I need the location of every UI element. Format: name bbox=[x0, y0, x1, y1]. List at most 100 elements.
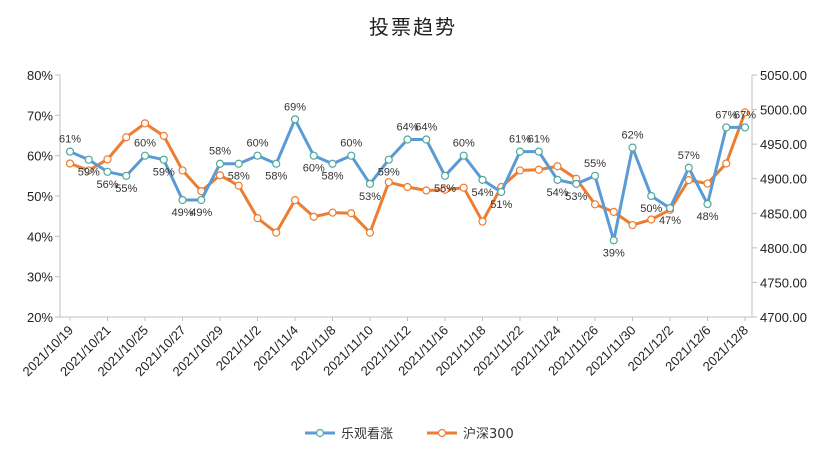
data-label: 58% bbox=[265, 171, 287, 183]
data-point-csi300[interactable] bbox=[122, 133, 131, 142]
data-label: 55% bbox=[115, 183, 137, 195]
data-point-optimistic[interactable] bbox=[140, 151, 150, 160]
data-point-csi300[interactable] bbox=[309, 212, 318, 221]
data-point-csi300[interactable] bbox=[703, 179, 712, 188]
right-axis-tick-label: 4800.00 bbox=[760, 241, 807, 256]
data-point-optimistic[interactable] bbox=[103, 167, 112, 176]
legend: 乐观看涨 沪深300 bbox=[305, 426, 514, 442]
data-point-csi300[interactable] bbox=[290, 196, 300, 205]
data-point-optimistic[interactable] bbox=[647, 191, 656, 201]
data-point-csi300[interactable] bbox=[215, 171, 225, 180]
data-label: 60% bbox=[134, 138, 156, 150]
data-point-csi300[interactable] bbox=[515, 166, 525, 175]
data-point-csi300[interactable] bbox=[253, 214, 262, 223]
data-point-optimistic[interactable] bbox=[178, 195, 187, 205]
data-point-csi300[interactable] bbox=[159, 131, 168, 140]
data-point-optimistic[interactable] bbox=[234, 159, 243, 168]
left-axis-tick-label: 80% bbox=[27, 68, 53, 83]
data-point-optimistic[interactable] bbox=[459, 151, 468, 160]
data-point-optimistic[interactable] bbox=[478, 175, 487, 184]
data-point-csi300[interactable] bbox=[65, 159, 75, 168]
left-axis-tick-label: 30% bbox=[27, 270, 53, 285]
data-point-optimistic[interactable] bbox=[684, 163, 693, 172]
data-point-csi300[interactable] bbox=[422, 186, 431, 195]
data-point-optimistic[interactable] bbox=[609, 236, 618, 245]
legend-marker-optimistic bbox=[315, 428, 325, 438]
data-point-optimistic[interactable] bbox=[440, 171, 450, 180]
data-point-csi300[interactable] bbox=[459, 183, 468, 192]
data-point-optimistic[interactable] bbox=[159, 155, 168, 164]
data-label: 59% bbox=[78, 167, 100, 179]
data-point-csi300[interactable] bbox=[478, 217, 487, 226]
data-point-csi300[interactable] bbox=[609, 207, 618, 217]
data-label: 53% bbox=[565, 191, 587, 203]
data-point-optimistic[interactable] bbox=[515, 147, 525, 156]
data-point-csi300[interactable] bbox=[365, 228, 375, 237]
data-label: 53% bbox=[359, 191, 381, 203]
left-axis-tick-label: 70% bbox=[27, 108, 53, 123]
data-point-csi300[interactable] bbox=[722, 159, 731, 168]
data-point-optimistic[interactable] bbox=[553, 175, 562, 184]
legend-label-csi300: 沪深300 bbox=[463, 426, 514, 442]
data-point-optimistic[interactable] bbox=[309, 151, 318, 160]
data-label: 64% bbox=[396, 122, 418, 134]
legend-label-optimistic: 乐观看涨 bbox=[341, 426, 393, 442]
data-point-csi300[interactable] bbox=[534, 165, 543, 174]
data-label: 60% bbox=[246, 138, 268, 150]
data-point-optimistic[interactable] bbox=[365, 179, 375, 188]
axes: 20% 30% 40% 50% 60% 70% 80% 4700.00 4750.00 4800.… bbox=[19, 68, 807, 379]
data-point-optimistic[interactable] bbox=[122, 171, 131, 180]
data-point-csi300[interactable] bbox=[328, 208, 337, 217]
data-point-csi300[interactable] bbox=[103, 155, 112, 164]
data-point-optimistic[interactable] bbox=[403, 135, 412, 144]
data-point-optimistic[interactable] bbox=[347, 151, 356, 160]
data-point-csi300[interactable] bbox=[740, 108, 750, 117]
data-point-optimistic[interactable] bbox=[84, 155, 93, 164]
data-point-csi300[interactable] bbox=[628, 220, 637, 230]
data-label: 48% bbox=[696, 211, 718, 223]
data-point-csi300[interactable] bbox=[178, 166, 187, 175]
data-label: 61% bbox=[528, 134, 550, 146]
data-point-csi300[interactable] bbox=[403, 182, 412, 192]
data-point-csi300[interactable] bbox=[347, 209, 356, 218]
legend-item-optimistic[interactable]: 乐观看涨 bbox=[305, 426, 393, 442]
left-axis-tick-label: 20% bbox=[27, 310, 53, 325]
data-point-optimistic[interactable] bbox=[590, 171, 600, 180]
data-label: 59% bbox=[378, 167, 400, 179]
data-label: 50% bbox=[640, 203, 662, 215]
data-point-csi300[interactable] bbox=[272, 228, 281, 237]
right-axis-tick-label: 4900.00 bbox=[760, 172, 807, 187]
data-label: 58% bbox=[228, 171, 250, 183]
data-point-csi300[interactable] bbox=[234, 181, 243, 190]
data-point-optimistic[interactable] bbox=[253, 151, 262, 160]
data-point-csi300[interactable] bbox=[440, 185, 450, 194]
data-point-optimistic[interactable] bbox=[628, 143, 637, 152]
data-point-optimistic[interactable] bbox=[215, 159, 225, 168]
data-point-csi300[interactable] bbox=[553, 162, 562, 171]
data-point-optimistic[interactable] bbox=[384, 155, 393, 164]
data-point-optimistic[interactable] bbox=[328, 159, 337, 168]
data-point-optimistic[interactable] bbox=[497, 187, 506, 197]
data-point-optimistic[interactable] bbox=[534, 147, 543, 156]
data-point-csi300[interactable] bbox=[140, 119, 150, 128]
data-label: 39% bbox=[603, 247, 625, 259]
data-point-csi300[interactable] bbox=[590, 200, 600, 209]
data-point-optimistic[interactable] bbox=[197, 195, 206, 205]
data-point-optimistic[interactable] bbox=[703, 199, 712, 209]
legend-item-csi300[interactable]: 沪深300 bbox=[427, 426, 514, 442]
data-point-optimistic[interactable] bbox=[290, 115, 300, 124]
data-point-optimistic[interactable] bbox=[65, 147, 75, 156]
data-point-optimistic[interactable] bbox=[665, 204, 675, 213]
data-point-optimistic[interactable] bbox=[272, 159, 281, 168]
data-label: 55% bbox=[434, 183, 456, 195]
data-point-csi300[interactable] bbox=[684, 175, 693, 185]
data-point-csi300[interactable] bbox=[384, 178, 393, 187]
data-point-optimistic[interactable] bbox=[572, 179, 581, 188]
data-point-csi300[interactable] bbox=[647, 215, 656, 224]
data-point-csi300[interactable] bbox=[84, 166, 93, 175]
data-label: 59% bbox=[153, 167, 175, 179]
data-label: 55% bbox=[584, 158, 606, 170]
data-point-optimistic[interactable] bbox=[422, 135, 431, 144]
data-point-optimistic[interactable] bbox=[740, 123, 750, 132]
data-point-optimistic[interactable] bbox=[722, 123, 731, 132]
